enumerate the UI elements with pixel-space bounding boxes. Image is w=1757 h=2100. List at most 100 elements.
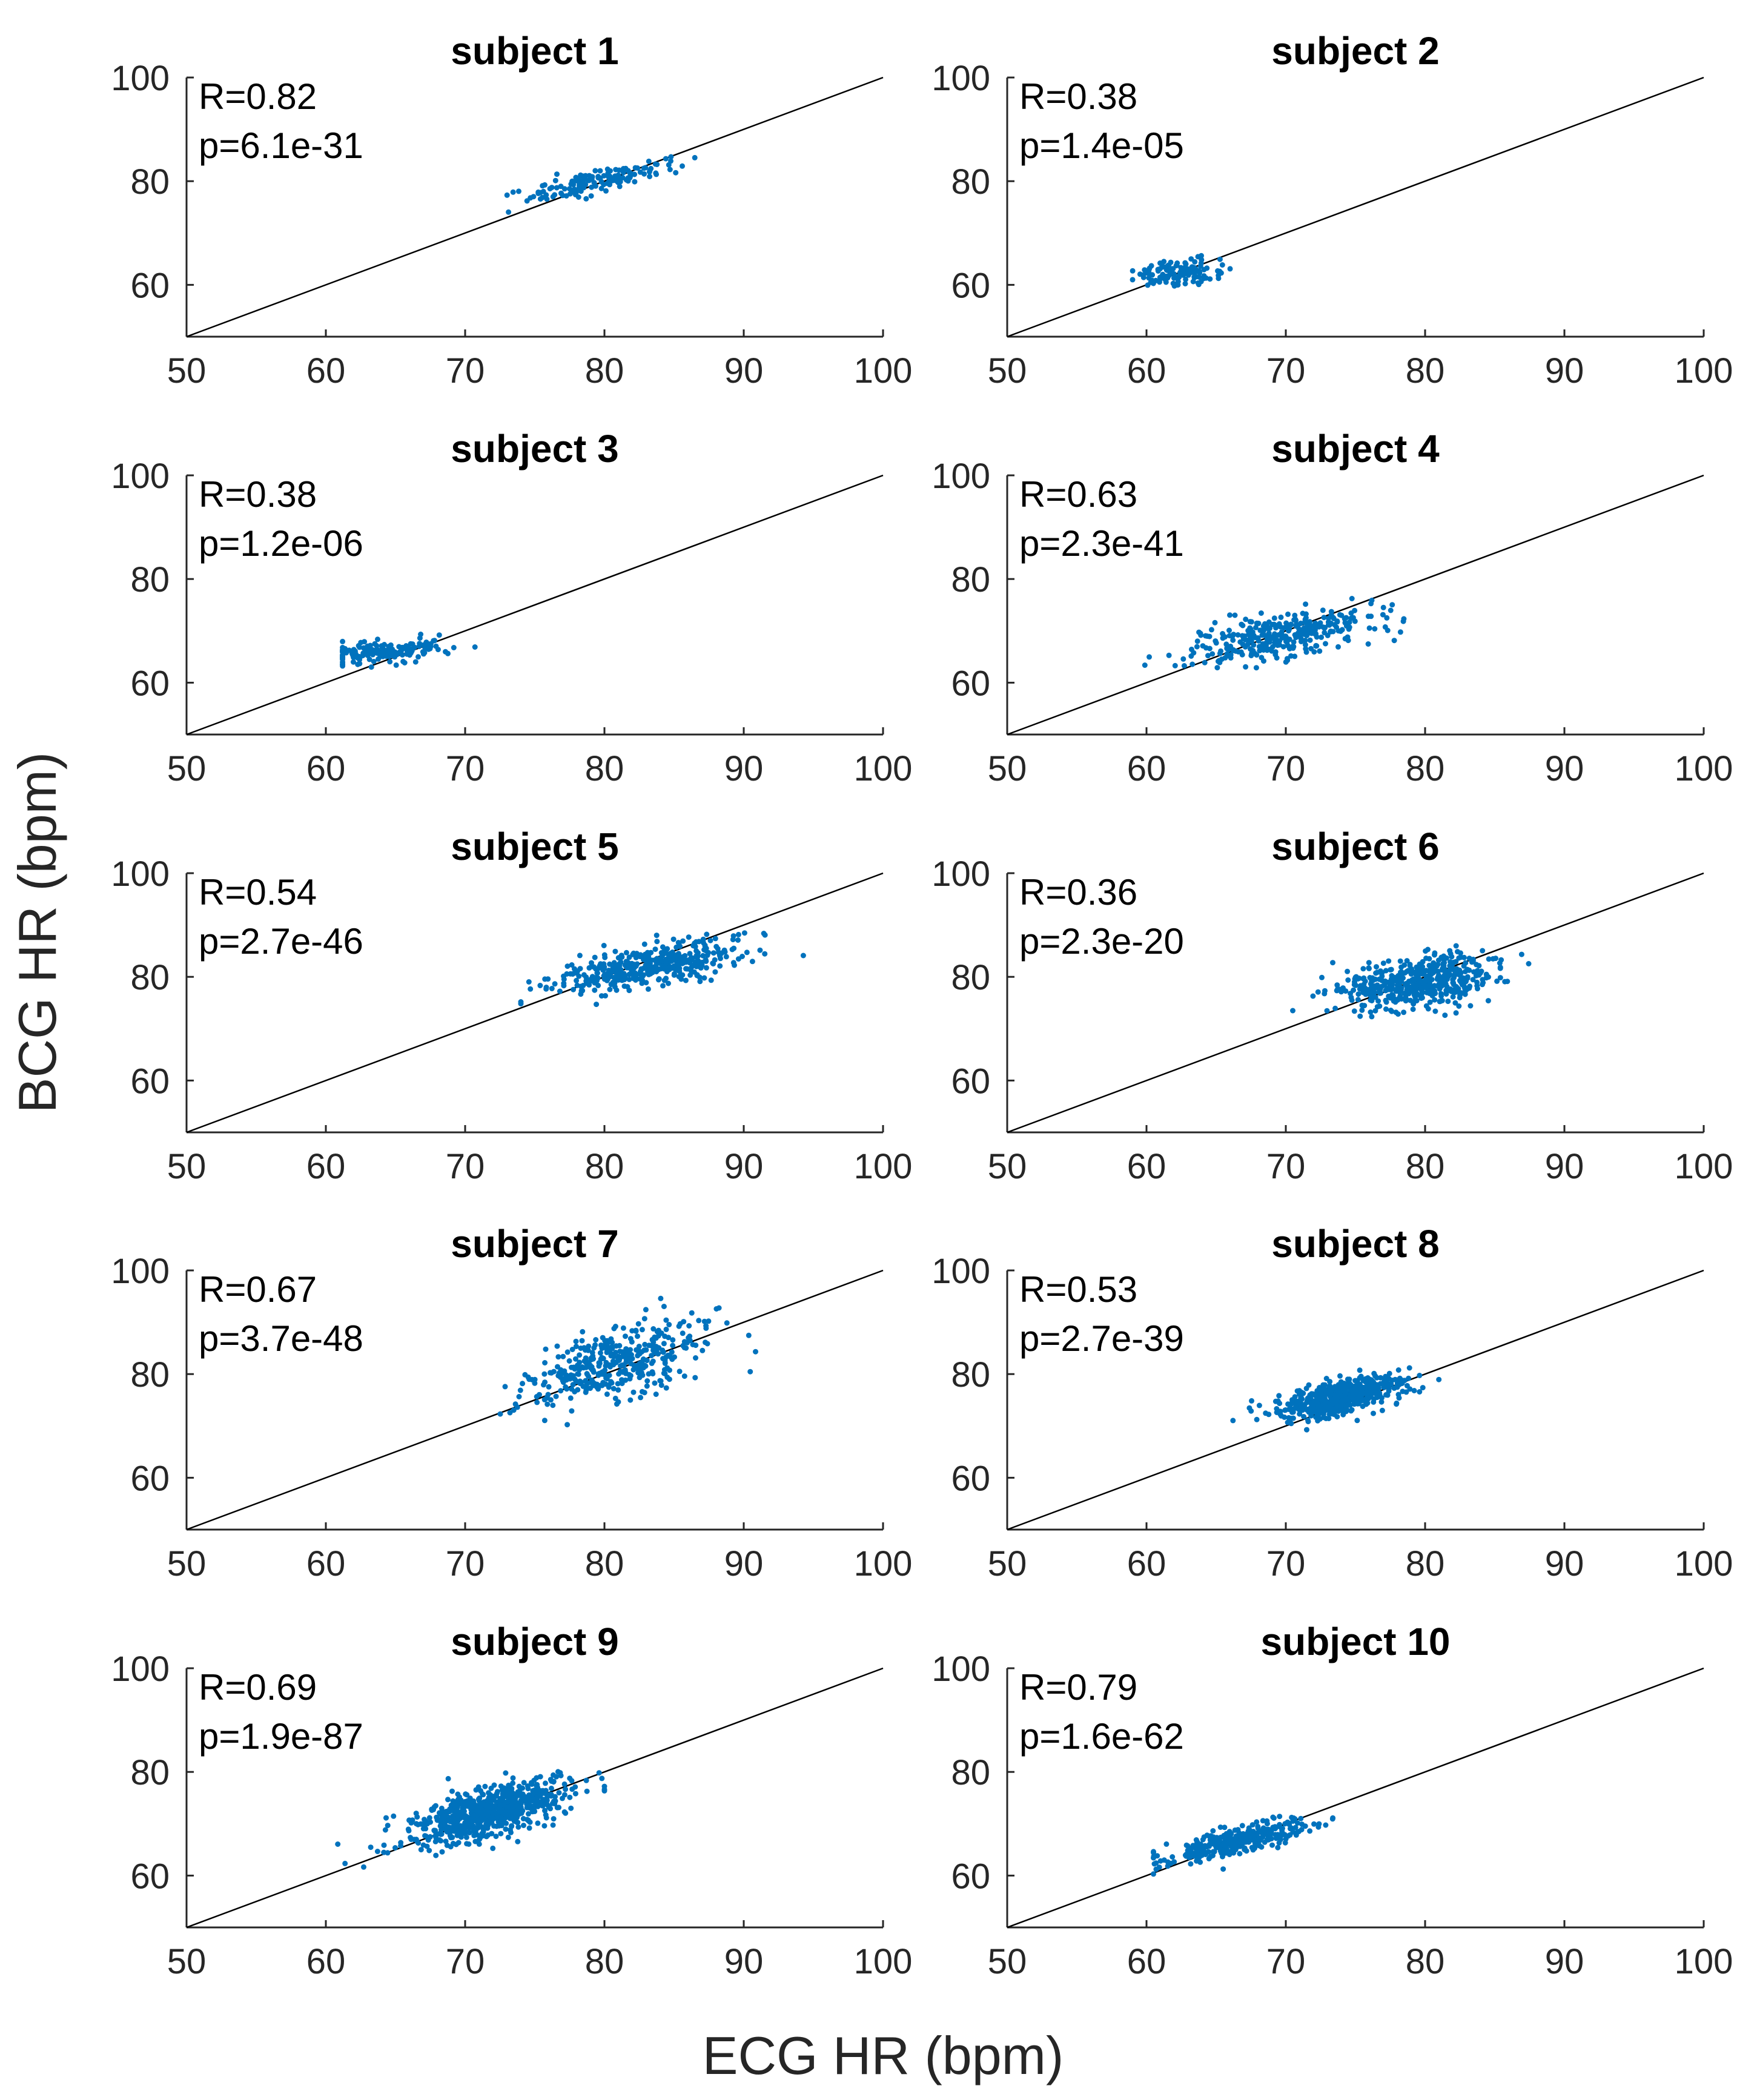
data-point bbox=[589, 184, 595, 190]
data-point bbox=[1211, 1849, 1217, 1855]
data-point bbox=[445, 1775, 451, 1781]
data-point bbox=[1317, 648, 1323, 654]
data-point bbox=[1497, 965, 1503, 971]
data-point bbox=[618, 1363, 624, 1369]
data-point bbox=[660, 1349, 666, 1355]
data-point bbox=[614, 1401, 620, 1407]
data-point bbox=[675, 951, 681, 957]
data-point bbox=[668, 958, 674, 964]
data-point bbox=[1431, 989, 1437, 996]
data-point bbox=[509, 1786, 515, 1792]
data-point bbox=[1431, 983, 1437, 989]
y-tick-label: 80 bbox=[951, 162, 990, 202]
x-tick-label: 50 bbox=[167, 749, 207, 788]
x-tick-label: 50 bbox=[167, 1544, 207, 1583]
data-point bbox=[1166, 652, 1172, 658]
data-point bbox=[558, 1388, 564, 1394]
data-point bbox=[643, 965, 649, 971]
data-point bbox=[626, 976, 632, 982]
data-point bbox=[1269, 1842, 1275, 1848]
data-point bbox=[524, 198, 530, 204]
data-point bbox=[577, 182, 582, 188]
data-point bbox=[700, 953, 706, 959]
data-point bbox=[1262, 621, 1268, 627]
data-point bbox=[1278, 1837, 1283, 1843]
data-point bbox=[626, 971, 632, 977]
data-point bbox=[447, 1818, 453, 1824]
data-point bbox=[635, 1321, 641, 1327]
data-point bbox=[627, 1373, 634, 1379]
x-tick-label: 60 bbox=[306, 1147, 346, 1186]
data-point bbox=[1302, 642, 1308, 648]
data-point bbox=[452, 1824, 458, 1831]
data-point bbox=[652, 161, 658, 167]
data-point bbox=[1274, 1410, 1280, 1415]
x-tick-label: 50 bbox=[988, 351, 1027, 391]
data-point bbox=[368, 664, 374, 670]
data-point bbox=[411, 1837, 417, 1843]
data-point bbox=[1284, 639, 1290, 646]
data-point bbox=[577, 953, 583, 959]
data-point bbox=[1284, 635, 1289, 641]
data-point bbox=[666, 1322, 672, 1327]
r-value: R=0.69 bbox=[199, 1667, 317, 1708]
data-point bbox=[1382, 624, 1388, 630]
data-point bbox=[693, 948, 700, 954]
data-point bbox=[1253, 665, 1259, 671]
data-point bbox=[1326, 1416, 1332, 1421]
data-point bbox=[610, 1358, 616, 1364]
data-point bbox=[607, 1364, 613, 1370]
data-point bbox=[1217, 1844, 1223, 1851]
data-point bbox=[1343, 1396, 1349, 1402]
data-point bbox=[606, 970, 612, 976]
data-point bbox=[661, 977, 667, 983]
data-point bbox=[534, 1399, 540, 1405]
data-point bbox=[1426, 968, 1432, 973]
data-point bbox=[1470, 977, 1476, 983]
x-tick-label: 90 bbox=[724, 749, 764, 788]
data-point bbox=[1398, 996, 1405, 1002]
data-point bbox=[635, 1370, 641, 1376]
x-tick-label: 90 bbox=[1545, 351, 1584, 391]
data-point bbox=[340, 638, 346, 644]
data-point bbox=[532, 1801, 538, 1807]
data-point bbox=[1461, 963, 1467, 969]
data-point bbox=[1378, 1381, 1385, 1387]
data-point bbox=[1191, 271, 1197, 277]
data-point bbox=[1277, 624, 1283, 630]
data-point bbox=[586, 1343, 592, 1349]
data-point bbox=[1267, 1832, 1273, 1838]
data-point bbox=[1146, 267, 1152, 273]
data-point bbox=[569, 1408, 575, 1414]
data-point bbox=[1294, 1829, 1300, 1835]
x-tick-label: 100 bbox=[1675, 1544, 1733, 1583]
data-point bbox=[531, 194, 537, 200]
data-point bbox=[542, 182, 548, 188]
data-point bbox=[583, 1364, 589, 1370]
data-point bbox=[655, 1345, 661, 1351]
data-point bbox=[1451, 959, 1457, 965]
x-tick-label: 50 bbox=[988, 749, 1027, 788]
data-point bbox=[1183, 276, 1189, 282]
data-point bbox=[1442, 1012, 1448, 1019]
data-point bbox=[529, 1797, 535, 1803]
data-point bbox=[1191, 650, 1197, 656]
data-point bbox=[1290, 1818, 1296, 1824]
data-point bbox=[1188, 256, 1194, 262]
data-point bbox=[1388, 1008, 1394, 1013]
data-point bbox=[591, 1345, 597, 1351]
data-point bbox=[666, 980, 671, 986]
panel-grid: subject 1 50 60 70 80 90 100 60 80 100 R=0.82 p=6.1… bbox=[111, 29, 1733, 1981]
data-point bbox=[583, 1777, 589, 1783]
data-point bbox=[1371, 1399, 1377, 1405]
data-point bbox=[1378, 990, 1384, 996]
data-point bbox=[372, 641, 378, 647]
data-point bbox=[663, 1317, 669, 1323]
data-point bbox=[1295, 1398, 1301, 1404]
data-point bbox=[394, 652, 400, 658]
data-point bbox=[1448, 986, 1454, 992]
x-tick-label: 70 bbox=[1266, 351, 1306, 391]
data-point bbox=[1155, 266, 1161, 272]
p-value: p=2.7e-39 bbox=[1019, 1318, 1184, 1359]
data-point bbox=[1298, 1406, 1304, 1412]
